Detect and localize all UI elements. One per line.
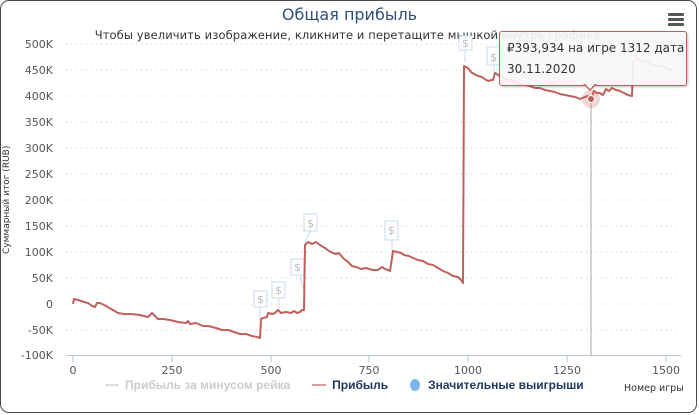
- x-axis-ticks: [72, 356, 667, 362]
- legend-item-profit-minus-rake[interactable]: Прибыль за минусом рейка: [105, 378, 290, 392]
- x-tick: 500: [261, 364, 282, 377]
- y-tick: 0: [46, 298, 53, 311]
- svg-text:$: $: [275, 284, 282, 297]
- x-tick: 250: [162, 364, 183, 377]
- legend: Прибыль за минусом рейка Прибыль Значите…: [105, 377, 606, 393]
- y-tick: 250K: [25, 168, 54, 181]
- y-tick: 150K: [25, 220, 54, 233]
- legend-line-icon: [105, 384, 119, 386]
- y-tick: 500K: [25, 38, 54, 51]
- y-axis-title: Суммарный итог (RUB): [2, 146, 12, 254]
- svg-text:$: $: [462, 37, 469, 50]
- tooltip: ₽393,934 на игре 1312 дата 30.11.2020: [499, 31, 687, 86]
- x-tick: 1250: [553, 364, 581, 377]
- svg-text:$: $: [294, 261, 301, 274]
- y-tick: 200K: [25, 194, 54, 207]
- legend-label: Прибыль: [332, 378, 389, 392]
- x-tick: 0: [70, 364, 77, 377]
- legend-item-significant-wins[interactable]: Значительные выигрыши: [410, 378, 584, 392]
- x-tick: 1000: [454, 364, 482, 377]
- flag[interactable]: $: [253, 290, 268, 318]
- y-tick: 300K: [25, 142, 54, 155]
- tooltip-value: ₽393,934 на игре 1312 дата: [507, 41, 685, 55]
- legend-label: Значительные выигрыши: [428, 378, 584, 392]
- chart-title: Общая прибыль: [281, 5, 418, 24]
- flag[interactable]: $: [458, 35, 473, 62]
- y-axis-labels: 500K 450K 400K 350K 300K 250K 200K 150K …: [21, 38, 54, 362]
- y-tick: -50K: [28, 324, 54, 337]
- legend-dot-icon: [410, 379, 421, 391]
- svg-text:$: $: [490, 51, 497, 64]
- flag[interactable]: $: [384, 220, 399, 250]
- y-tick: 400K: [25, 90, 54, 103]
- legend-line-icon: [312, 384, 327, 386]
- svg-text:$: $: [307, 217, 314, 230]
- hover-point[interactable]: [587, 95, 595, 103]
- x-axis-labels: 0 250 500 750 1000 1250 1500: [70, 364, 681, 377]
- x-tick: 750: [359, 364, 380, 377]
- svg-text:$: $: [257, 293, 264, 306]
- flag[interactable]: $: [271, 281, 286, 310]
- chart-subtitle: Чтобы увеличить изображение, кликните и …: [94, 28, 605, 42]
- tooltip-arrow-inner: [584, 83, 596, 89]
- svg-text:$: $: [388, 224, 395, 237]
- y-tick: 450K: [25, 64, 54, 77]
- x-axis-title: Номер игры: [624, 383, 684, 394]
- legend-item-profit[interactable]: Прибыль: [312, 378, 388, 392]
- y-tick: 350K: [25, 116, 54, 129]
- y-tick: -100K: [21, 349, 54, 362]
- legend-label: Прибыль за минусом рейка: [125, 378, 291, 392]
- flag[interactable]: $: [303, 213, 318, 243]
- significant-wins-flags[interactable]: $ $ $ $ $ $ $: [253, 35, 501, 318]
- y-tick: 50K: [32, 272, 54, 285]
- tooltip-date: 30.11.2020: [507, 62, 576, 76]
- flag[interactable]: $: [290, 258, 305, 289]
- hamburger-menu-icon[interactable]: [668, 13, 684, 27]
- x-tick: 1500: [652, 364, 680, 377]
- y-tick: 100K: [25, 246, 54, 259]
